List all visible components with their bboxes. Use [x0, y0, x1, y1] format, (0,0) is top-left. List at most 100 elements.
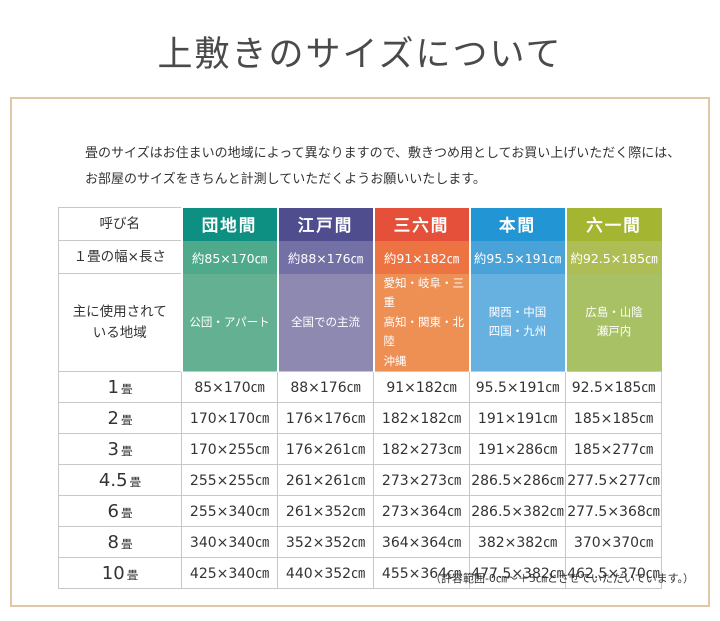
region-line: 沖縄: [383, 353, 407, 368]
tatami-unit: 畳: [120, 536, 133, 551]
tatami-unit: 畳: [120, 505, 133, 520]
col-header-honma: 本間: [468, 207, 566, 241]
header-row: 呼び名 団地間 江戸間 三六間 本間 六一間: [58, 207, 662, 241]
size-value-cell: 170×255㎝: [181, 433, 278, 466]
region-cell: 関西・中国 四国・九州: [468, 273, 566, 372]
size-row-10jo: 10 畳 425×340㎝ 440×352㎝ 455×364㎝ 477.5×382…: [58, 557, 662, 590]
size-value-cell: 95.5×191㎝: [469, 371, 566, 404]
size-value-cell: 176×176㎝: [277, 402, 374, 435]
size-value-cell: 185×185㎝: [565, 402, 662, 435]
size-value-cell: 261×261㎝: [277, 464, 374, 497]
size-row-4-5jo: 4.5 畳 255×255㎝ 261×261㎝ 273×273㎝ 286.5×28…: [58, 464, 662, 497]
size-value-cell: 370×370㎝: [565, 526, 662, 559]
size-value-cell: 462.5×370㎝: [565, 557, 662, 590]
size-value-cell: 176×261㎝: [277, 433, 374, 466]
tatami-count-number: 4.5: [98, 469, 128, 491]
region-row: 主に使用されて いる地域 公団・アパート 全国での主流 愛知・岐阜・三重 高知・…: [58, 272, 662, 373]
size-value-cell: 92.5×185㎝: [565, 371, 662, 404]
size-value-cell: 277.5×368㎝: [565, 495, 662, 528]
size-value-cell: 182×182㎝: [373, 402, 470, 435]
size-value-cell: 382×382㎝: [469, 526, 566, 559]
intro-line-2: お部屋のサイズをきちんと計測していただくようお願いいたします。: [85, 172, 486, 187]
tatami-count-number: 2: [107, 407, 119, 429]
tatami-count-number: 6: [107, 500, 119, 522]
content-frame: 畳のサイズはお住まいの地域によって異なりますので、敷きつめ用としてお買い上げいた…: [10, 97, 710, 607]
col-header-name: 呼び名: [58, 207, 182, 241]
col-header-rokuichima: 六一間: [564, 207, 662, 241]
region-cell: 全国での主流: [276, 273, 374, 372]
col-header-sanrokuma: 三六間: [372, 207, 470, 241]
mat-size-cell: 約92.5×185㎝: [564, 240, 662, 274]
size-value-cell: 261×352㎝: [277, 495, 374, 528]
tolerance-footnote: （許容範囲-0㎝～＋5㎝とさせていただいています。）: [429, 572, 694, 585]
size-value-cell: 364×364㎝: [373, 526, 470, 559]
size-value-cell: 85×170㎝: [181, 371, 278, 404]
tatami-count-number: 10: [101, 562, 125, 584]
region-line: 四国・九州: [488, 324, 547, 339]
size-value-cell: 455×364㎝: [373, 557, 470, 590]
region-line: 広島・山陰: [585, 304, 643, 319]
size-value-cell: 191×286㎝: [469, 433, 566, 466]
region-line: 瀬戸内: [596, 324, 632, 339]
region-cell: 公団・アパート: [180, 273, 278, 372]
size-value-cell: 477.5×382㎝: [469, 557, 566, 590]
tatami-count-number: 3: [107, 438, 119, 460]
tatami-unit: 畳: [129, 474, 142, 489]
row-header-regions: 主に使用されて いる地域: [58, 272, 182, 373]
col-header-danchima: 団地間: [180, 207, 278, 241]
region-cell: 愛知・岐阜・三重 高知・関東・北陸 沖縄: [372, 273, 470, 372]
size-value-cell: 286.5×286㎝: [469, 464, 566, 497]
col-header-edoma: 江戸間: [276, 207, 374, 241]
size-value-cell: 255×255㎝: [181, 464, 278, 497]
mat-size-cell: 約91×182㎝: [372, 240, 470, 274]
row-header-width-length: １畳の幅×長さ: [58, 240, 182, 274]
tatami-unit: 畳: [126, 567, 139, 582]
mat-size-cell: 約85×170㎝: [180, 240, 278, 274]
intro-line-1: 畳のサイズはお住まいの地域によって異なりますので、敷きつめ用としてお買い上げいた…: [85, 146, 681, 161]
size-value-cell: 440×352㎝: [277, 557, 374, 590]
size-value-cell: 273×273㎝: [373, 464, 470, 497]
tatami-count-label: 10 畳: [58, 557, 182, 590]
size-value-cell: 352×352㎝: [277, 526, 374, 559]
row-header-regions-line: 主に使用されて: [72, 304, 167, 321]
tatami-count-number: 8: [107, 531, 119, 553]
mat-size-row: １畳の幅×長さ 約85×170㎝ 約88×176㎝ 約91×182㎝ 約95.5…: [58, 240, 662, 274]
size-value-cell: 182×273㎝: [373, 433, 470, 466]
region-line: 愛知・岐阜・三重: [383, 275, 465, 310]
size-value-cell: 340×340㎝: [181, 526, 278, 559]
row-header-regions-line: いる地域: [92, 324, 147, 341]
tatami-count-number: 1: [107, 376, 119, 398]
tatami-unit: 畳: [120, 381, 133, 396]
region-line: 高知・関東・北陸: [383, 314, 465, 349]
size-value-cell: 91×182㎝: [373, 371, 470, 404]
tatami-unit: 畳: [120, 443, 133, 458]
tatami-unit: 畳: [120, 412, 133, 427]
size-value-cell: 425×340㎝: [181, 557, 278, 590]
size-value-cell: 170×170㎝: [181, 402, 278, 435]
region-line: 公団・アパート: [189, 314, 270, 329]
page-title: 上敷きのサイズについて: [157, 35, 563, 75]
mat-size-cell: 約88×176㎝: [276, 240, 374, 274]
tatami-size-table: 呼び名 団地間 江戸間 三六間 本間 六一間 １畳の幅×長さ 約85×170㎝ …: [58, 207, 662, 590]
region-line: 全国での主流: [291, 314, 360, 329]
region-line: 関西・中国: [488, 304, 547, 319]
mat-size-cell: 約95.5×191㎝: [468, 240, 566, 274]
size-value-cell: 88×176㎝: [277, 371, 374, 404]
size-value-cell: 191×191㎝: [469, 402, 566, 435]
size-value-cell: 286.5×382㎝: [469, 495, 566, 528]
size-value-cell: 255×340㎝: [181, 495, 278, 528]
tatami-count-label: 4.5 畳: [58, 464, 182, 497]
size-value-cell: 277.5×277㎝: [565, 464, 662, 497]
region-cell: 広島・山陰 瀬戸内: [564, 273, 662, 372]
size-value-cell: 273×364㎝: [373, 495, 470, 528]
